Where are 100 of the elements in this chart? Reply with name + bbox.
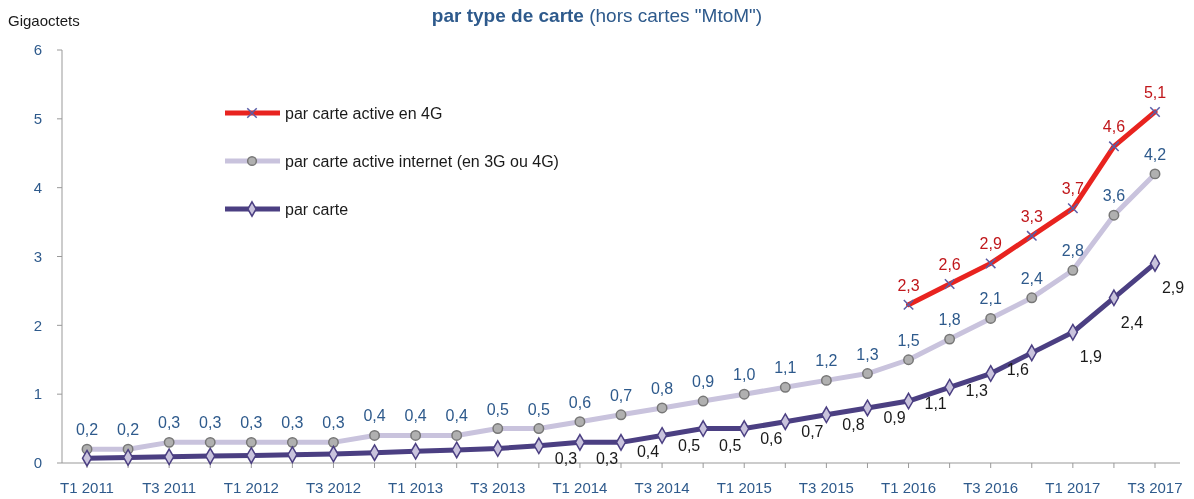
- x-tick-label: T3 2017: [1127, 479, 1183, 496]
- point: [903, 354, 915, 366]
- data-label: 0,8: [650, 379, 674, 397]
- data-label: 0,7: [609, 386, 633, 404]
- data-label: 0,4: [636, 443, 660, 461]
- point: [451, 430, 463, 441]
- point: [615, 409, 627, 421]
- point: [1026, 292, 1038, 304]
- point: [163, 436, 175, 448]
- x-tick-label: T3 2011: [142, 479, 197, 496]
- point: [861, 368, 873, 379]
- x-tick-label: T3 2014: [634, 479, 690, 496]
- data-label: 1,1: [774, 359, 797, 377]
- point: [697, 395, 709, 407]
- data-label: 0,3: [322, 414, 345, 432]
- data-label: 2,8: [1061, 242, 1085, 260]
- data-label: 1,3: [965, 381, 988, 399]
- x-tick-label: T3 2016: [963, 479, 1019, 496]
- y-tick-label: 6: [33, 41, 42, 59]
- point: [1149, 168, 1161, 180]
- data-label: 0,5: [486, 400, 509, 418]
- data-label: 0,9: [883, 409, 906, 427]
- data-label: 0,8: [842, 415, 865, 433]
- data-label: 1,3: [856, 345, 879, 363]
- data-label: 1,0: [733, 366, 756, 384]
- point: [944, 333, 956, 345]
- data-label: 0,4: [363, 407, 386, 425]
- legend-label: par carte active en 4G: [285, 104, 443, 122]
- data-label: 0,5: [678, 436, 701, 454]
- point: [1067, 264, 1079, 276]
- data-label: 0,3: [554, 450, 578, 468]
- data-label: 0,3: [240, 414, 263, 432]
- y-tick-label: 2: [33, 316, 42, 334]
- data-label: 3,3: [1020, 207, 1043, 225]
- data-label: 0,2: [116, 421, 140, 439]
- point: [985, 312, 997, 324]
- chart-title: par type de carte: [431, 5, 584, 26]
- point: [533, 423, 545, 435]
- point: [410, 430, 422, 441]
- x-tick-label: T3 2013: [470, 479, 526, 496]
- y-tick-label: 5: [33, 110, 42, 128]
- data-label: 4,6: [1102, 118, 1126, 136]
- data-label: 0,3: [595, 450, 619, 468]
- data-label: 0,5: [719, 436, 742, 454]
- data-label: 2,6: [938, 256, 961, 274]
- legend-label: par carte: [285, 200, 349, 218]
- x-tick-label: T1 2016: [881, 479, 937, 496]
- chart-subtitle: (hors cartes "MtoM"): [583, 5, 763, 26]
- point: [327, 436, 339, 448]
- data-label: 2,3: [897, 276, 920, 294]
- x-tick-label: T1 2017: [1045, 479, 1101, 496]
- data-label: 2,4: [1120, 313, 1144, 331]
- data-label: 0,3: [158, 414, 181, 432]
- x-tick-label: T3 2012: [305, 479, 361, 496]
- y-tick-label: 3: [33, 247, 42, 265]
- x-tick-label: T1 2011: [60, 479, 114, 496]
- y-axis-title: Gigaoctets: [8, 12, 80, 29]
- data-label: 0,9: [692, 373, 715, 391]
- legend-label: par carte active internet (en 3G ou 4G): [285, 152, 559, 170]
- data-label: 0,4: [404, 407, 427, 425]
- data-label: 3,7: [1061, 180, 1085, 198]
- point: [492, 423, 504, 435]
- point: [656, 402, 668, 414]
- point: [738, 388, 750, 400]
- y-tick-label: 4: [33, 178, 42, 196]
- y-tick-label: 0: [33, 454, 42, 472]
- data-label: 0,3: [281, 414, 304, 432]
- data-label: 0,3: [199, 414, 222, 432]
- point: [1108, 209, 1120, 221]
- data-label: 2,4: [1020, 269, 1043, 287]
- data-label: 0,2: [75, 421, 99, 439]
- data-label: 2,1: [979, 290, 1002, 308]
- x-tick-label: T1 2015: [716, 479, 772, 496]
- point: [574, 416, 586, 428]
- data-label: 1,8: [938, 311, 961, 329]
- data-label: 1,5: [897, 331, 920, 349]
- data-label: 2,9: [1161, 279, 1185, 297]
- data-label: 5,1: [1143, 83, 1167, 101]
- data-label: 4,2: [1143, 145, 1167, 163]
- x-tick-label: T3 2015: [798, 479, 854, 496]
- data-label: 1,9: [1079, 348, 1103, 366]
- y-tick-label: 1: [33, 385, 42, 403]
- data-label: 1,2: [815, 352, 838, 370]
- data-label: 1,6: [1006, 360, 1029, 378]
- x-tick-label: T1 2013: [388, 479, 444, 496]
- point: [779, 381, 791, 393]
- data-label: 0,4: [445, 407, 468, 425]
- data-label: 0,6: [760, 429, 783, 447]
- data-label: 0,5: [527, 400, 551, 418]
- data-label: 0,6: [568, 393, 592, 411]
- x-tick-label: T1 2014: [552, 479, 608, 496]
- point: [204, 436, 216, 448]
- point: [369, 430, 381, 441]
- data-label: 3,6: [1102, 187, 1126, 205]
- point: [820, 374, 832, 386]
- point: [286, 436, 298, 448]
- data-label: 0,7: [801, 422, 824, 440]
- data-label: 1,1: [924, 395, 947, 413]
- point: [245, 436, 257, 448]
- data-label: 2,9: [979, 235, 1002, 253]
